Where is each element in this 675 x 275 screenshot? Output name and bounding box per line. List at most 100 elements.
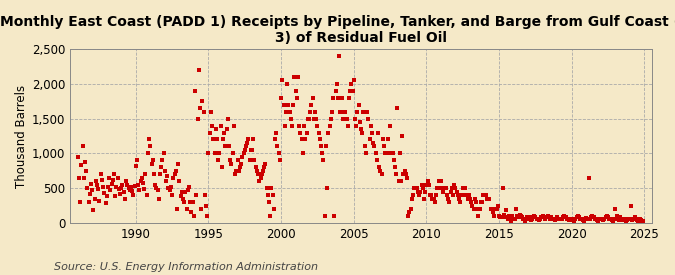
- Point: [568, 218, 578, 222]
- Point: [167, 193, 178, 197]
- Point: [634, 217, 645, 222]
- Point: [540, 216, 551, 221]
- Point: [101, 194, 112, 199]
- Point: [609, 217, 620, 222]
- Point: [230, 172, 240, 177]
- Point: [627, 218, 638, 222]
- Point: [153, 196, 164, 201]
- Point: [593, 219, 603, 223]
- Point: [113, 187, 124, 191]
- Point: [184, 185, 194, 189]
- Point: [374, 165, 385, 169]
- Point: [522, 215, 533, 219]
- Point: [381, 151, 392, 156]
- Point: [312, 123, 323, 128]
- Point: [440, 186, 451, 190]
- Point: [560, 215, 571, 219]
- Point: [628, 216, 639, 221]
- Point: [164, 187, 175, 192]
- Point: [194, 106, 205, 111]
- Point: [142, 151, 153, 156]
- Point: [431, 193, 441, 197]
- Point: [72, 155, 83, 159]
- Point: [501, 208, 512, 213]
- Point: [180, 189, 191, 194]
- Point: [460, 186, 470, 190]
- Point: [481, 196, 492, 201]
- Point: [288, 103, 298, 107]
- Point: [281, 109, 292, 114]
- Point: [186, 210, 197, 215]
- Point: [577, 218, 588, 222]
- Point: [169, 172, 180, 177]
- Point: [362, 109, 373, 114]
- Point: [591, 217, 601, 222]
- Point: [250, 165, 261, 169]
- Point: [454, 196, 464, 201]
- Point: [226, 162, 237, 166]
- Point: [217, 137, 228, 142]
- Point: [358, 109, 369, 114]
- Point: [353, 103, 364, 107]
- Point: [569, 219, 580, 223]
- Point: [173, 162, 184, 166]
- Point: [570, 217, 580, 222]
- Point: [394, 151, 405, 156]
- Point: [211, 127, 221, 131]
- Point: [277, 78, 288, 82]
- Point: [620, 217, 630, 222]
- Point: [256, 172, 267, 177]
- Point: [97, 178, 107, 182]
- Point: [592, 218, 603, 222]
- Point: [352, 109, 362, 114]
- Point: [74, 176, 84, 181]
- Point: [259, 165, 269, 169]
- Point: [586, 215, 597, 219]
- Point: [429, 196, 439, 201]
- Point: [575, 216, 586, 221]
- Point: [484, 196, 495, 201]
- Point: [507, 214, 518, 218]
- Point: [171, 207, 182, 211]
- Point: [414, 193, 425, 197]
- Point: [500, 215, 510, 219]
- Point: [227, 151, 238, 156]
- Point: [526, 216, 537, 221]
- Point: [151, 186, 162, 190]
- Point: [516, 214, 526, 218]
- Point: [188, 214, 199, 218]
- Point: [84, 191, 95, 196]
- Point: [610, 207, 621, 211]
- Point: [205, 130, 215, 135]
- Point: [435, 179, 446, 183]
- Point: [344, 96, 354, 100]
- Point: [443, 196, 454, 201]
- Point: [587, 214, 598, 218]
- Point: [122, 183, 133, 187]
- Point: [161, 179, 171, 183]
- Point: [278, 103, 289, 107]
- Point: [254, 179, 265, 183]
- Point: [103, 185, 113, 189]
- Point: [487, 207, 497, 211]
- Point: [275, 96, 286, 100]
- Point: [448, 193, 458, 197]
- Point: [234, 165, 245, 169]
- Point: [421, 183, 432, 187]
- Point: [279, 123, 290, 128]
- Point: [86, 182, 97, 186]
- Point: [196, 207, 207, 211]
- Point: [176, 194, 186, 199]
- Point: [121, 179, 132, 183]
- Point: [597, 217, 608, 222]
- Point: [146, 162, 157, 166]
- Point: [286, 116, 296, 121]
- Point: [566, 217, 577, 222]
- Point: [155, 172, 165, 177]
- Point: [240, 144, 251, 149]
- Point: [380, 151, 391, 156]
- Point: [416, 183, 427, 187]
- Point: [418, 196, 429, 201]
- Point: [192, 116, 203, 121]
- Point: [426, 193, 437, 197]
